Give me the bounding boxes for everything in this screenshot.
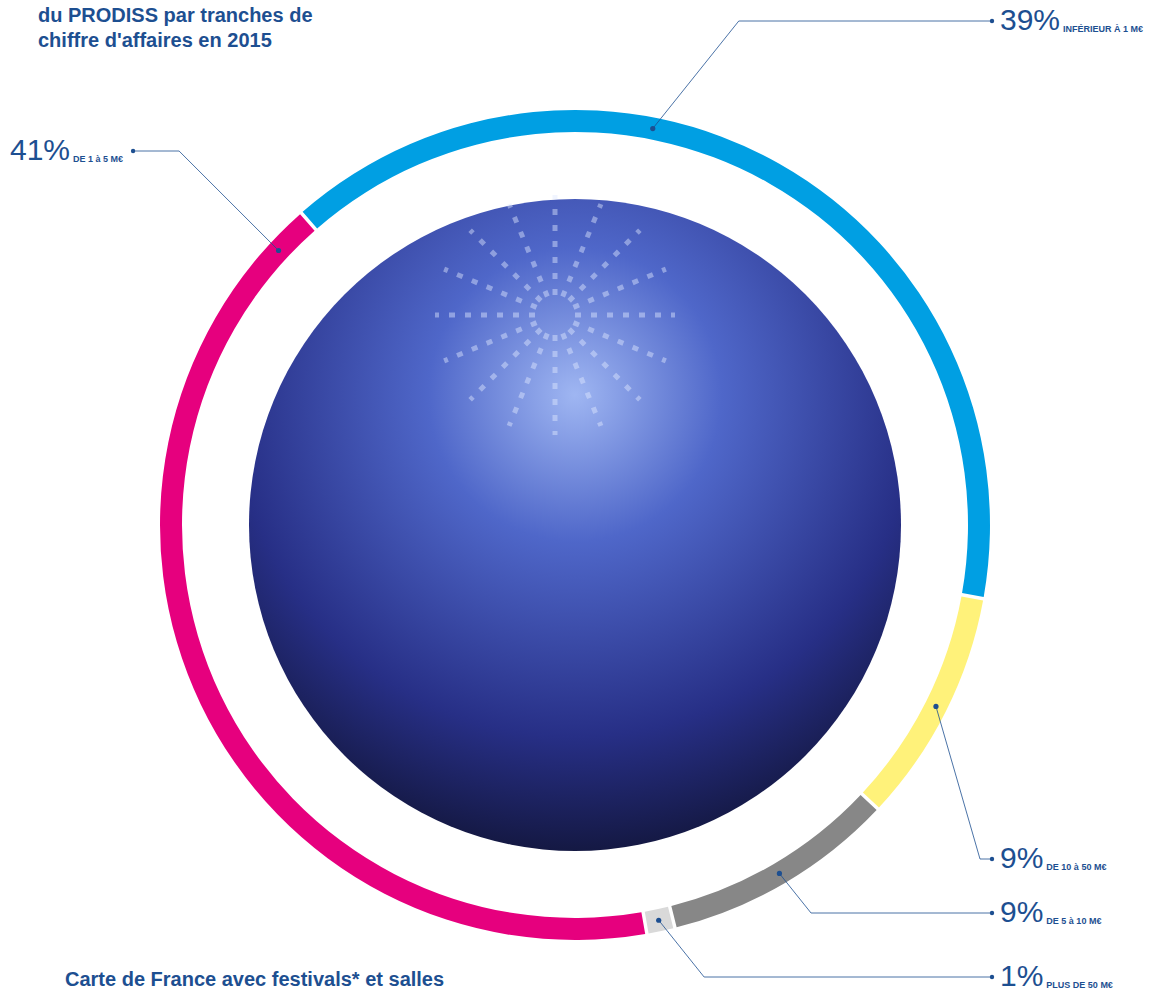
slice-label: 9%DE 5 à 10 M€ [777, 871, 1102, 928]
leader-dot [777, 871, 782, 876]
light-ray [575, 313, 675, 318]
slice [645, 907, 674, 934]
leader-line [936, 706, 992, 859]
light-ray [470, 230, 541, 301]
value-label: 9% [1000, 895, 1043, 928]
slice [863, 596, 983, 807]
slice-label: 41%DE 1 à 5 M€ [10, 133, 281, 253]
leader-dot [990, 975, 994, 979]
light-ray [470, 329, 541, 400]
light-ray [573, 323, 665, 361]
category-label: INFÉRIEUR À 1 M€ [1063, 24, 1143, 34]
photo [249, 195, 901, 851]
light-ray [444, 269, 536, 307]
ring [160, 110, 990, 940]
slice [671, 795, 876, 927]
light-ray [553, 335, 558, 435]
slice-label: 1%PLUS DE 50 M€ [656, 918, 1113, 992]
title-line: du PRODISS par tranches de [38, 4, 313, 26]
leader-dot [933, 704, 938, 709]
title-line: chiffre d'affaires en 2015 [38, 29, 272, 51]
leader-dot [990, 857, 994, 861]
slice-label: 39%INFÉRIEUR À 1 M€ [650, 3, 1143, 131]
value-label: 39% [1000, 3, 1060, 36]
value-label: 9% [1000, 841, 1043, 874]
leader-line [653, 21, 992, 129]
value-label: 41% [10, 133, 70, 166]
chart: du PRODISS par tranches de chiffre d'affa… [0, 0, 1169, 998]
light-ray [444, 323, 536, 361]
leader-line [659, 920, 992, 977]
light-ray [563, 204, 601, 296]
leader-dot [990, 19, 994, 23]
slice-label: 9%DE 10 à 50 M€ [933, 704, 1106, 874]
light-ray [569, 329, 640, 400]
annotation: Carte de France avec festivals* et salle… [65, 968, 444, 990]
light-ray [563, 333, 601, 425]
light-ray [553, 195, 558, 295]
leader-line [779, 873, 992, 913]
category-label: DE 5 à 10 M€ [1046, 916, 1101, 926]
category-label: DE 1 à 5 M€ [73, 154, 123, 164]
light-ray [435, 313, 535, 318]
light-ray [573, 269, 665, 307]
title: du PRODISS par tranches de chiffre d'affa… [38, 4, 313, 51]
category-label: PLUS DE 50 M€ [1046, 980, 1113, 990]
leader-dot [656, 918, 661, 923]
light-ray [509, 204, 547, 296]
slice [303, 110, 990, 597]
light-ray [509, 333, 547, 425]
value-label: 1% [1000, 959, 1043, 992]
leader-dot [131, 149, 135, 153]
leader-dot [990, 911, 994, 915]
leader-line [133, 151, 278, 251]
slice [160, 214, 645, 940]
leader-dot [276, 248, 281, 253]
photo-circle [249, 199, 901, 851]
leader-dot [650, 126, 655, 131]
labels: 39%INFÉRIEUR À 1 M€9%DE 10 à 50 M€9%DE 5… [10, 3, 1143, 992]
category-label: DE 10 à 50 M€ [1046, 862, 1106, 872]
light-ray [569, 230, 640, 301]
